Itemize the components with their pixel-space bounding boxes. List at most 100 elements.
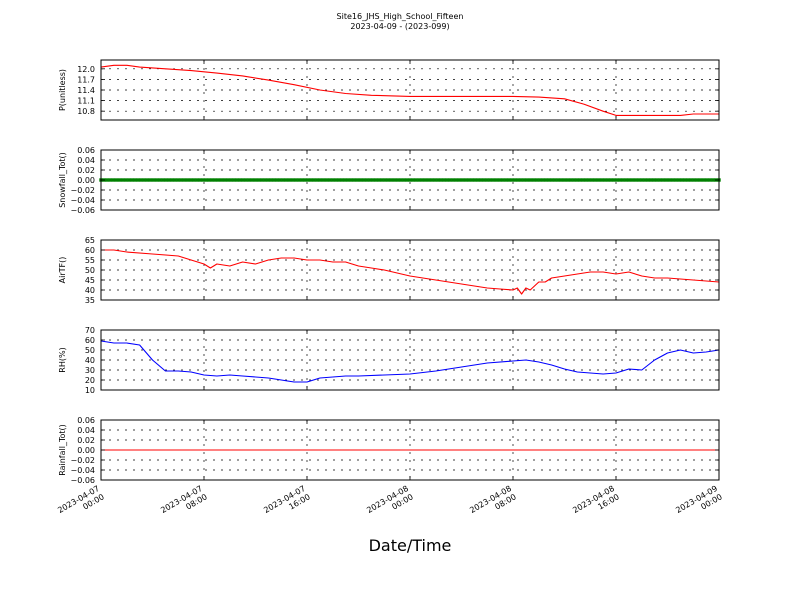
series-point [439, 178, 443, 182]
series-point [204, 178, 208, 182]
series-point [151, 178, 156, 182]
series-point [120, 178, 125, 182]
series-point [127, 178, 131, 182]
y-tick-label: −0.04 [70, 466, 95, 475]
series-point [692, 178, 696, 182]
series-point [371, 178, 375, 182]
series-point [334, 178, 338, 182]
y-tick-label: −0.02 [70, 186, 95, 195]
series-point [392, 178, 397, 182]
series-point [470, 178, 474, 182]
series-point [689, 178, 693, 182]
series-point [711, 178, 715, 182]
series-point [300, 178, 304, 182]
series-point [278, 178, 282, 182]
series-point [606, 178, 610, 182]
series-point [482, 178, 486, 182]
series-point [256, 178, 261, 182]
series-point [677, 178, 681, 182]
series-point [652, 178, 656, 182]
y-tick-label: 0.04 [77, 156, 95, 165]
series-point [399, 178, 403, 182]
series-point [324, 178, 329, 182]
series-point [284, 178, 289, 182]
series-point [565, 178, 570, 182]
series-point [667, 178, 672, 182]
series-point [519, 178, 523, 182]
series-point [343, 178, 347, 182]
series-point [572, 178, 576, 182]
panel-1: 10.811.1 11.4 11.712.0 P(unitless) [58, 59, 720, 121]
series-point [504, 178, 508, 182]
series-point [513, 178, 517, 182]
series-point [365, 178, 369, 182]
series-point [167, 178, 171, 182]
series-point [355, 178, 360, 182]
series-point [417, 178, 421, 182]
series-point [562, 178, 567, 182]
series-point [695, 178, 700, 182]
series-point [436, 178, 440, 182]
series-point [219, 178, 224, 182]
series-point [618, 178, 622, 182]
series-point [383, 178, 387, 182]
series-point [445, 178, 449, 182]
y-axis-label: Rainfall_Tot() [58, 424, 67, 476]
series-point [201, 178, 205, 182]
series-point [547, 178, 551, 182]
series-point [281, 178, 286, 182]
series-point [349, 178, 353, 182]
series-point [528, 178, 533, 182]
series-point [442, 178, 446, 182]
series-point [479, 178, 483, 182]
x-tick-label: 2023-04-0808:00 [468, 484, 518, 523]
series-point [361, 178, 366, 182]
series-point [195, 178, 199, 182]
series-point [293, 178, 298, 182]
series-point [340, 178, 344, 182]
series-point [704, 178, 709, 182]
series-point [192, 178, 196, 182]
series-point [494, 178, 499, 182]
series-point [161, 178, 165, 182]
series-point [136, 178, 140, 182]
series-point [315, 178, 319, 182]
y-tick-label: 11.4 [77, 86, 95, 95]
series-point [448, 178, 452, 182]
series-point [553, 178, 557, 182]
series-point [318, 178, 323, 182]
series-point [701, 178, 706, 182]
y-axis-label: RH(%) [58, 347, 67, 372]
series-point [454, 178, 459, 182]
series-point [686, 178, 690, 182]
y-tick-label: 35 [85, 296, 95, 305]
series-point [636, 178, 641, 182]
series-point [460, 178, 465, 182]
series-point [664, 178, 669, 182]
series-point [327, 178, 332, 182]
series-point [658, 178, 662, 182]
series-point [587, 178, 591, 182]
series-point [179, 178, 184, 182]
figure-title: Site16_JHS_High_School_Fifteen [337, 12, 464, 21]
series-point [235, 178, 239, 182]
y-tick-label: −0.04 [70, 196, 95, 205]
series-point [176, 178, 180, 182]
series-point [433, 178, 437, 182]
series-line-1 [101, 249, 720, 295]
x-tick-label: 2023-04-0716:00 [262, 484, 312, 523]
x-axis-label: Date/Time [369, 536, 452, 555]
series-point [154, 178, 159, 182]
x-tick-label: 2023-04-0708:00 [159, 484, 209, 523]
series-point [497, 178, 502, 182]
y-tick-label: 0.06 [77, 146, 95, 155]
series-point [525, 178, 530, 182]
series-point [287, 178, 292, 182]
series-point [612, 178, 616, 182]
series-point [114, 178, 119, 182]
series-point [596, 178, 601, 182]
series-point [457, 178, 462, 182]
